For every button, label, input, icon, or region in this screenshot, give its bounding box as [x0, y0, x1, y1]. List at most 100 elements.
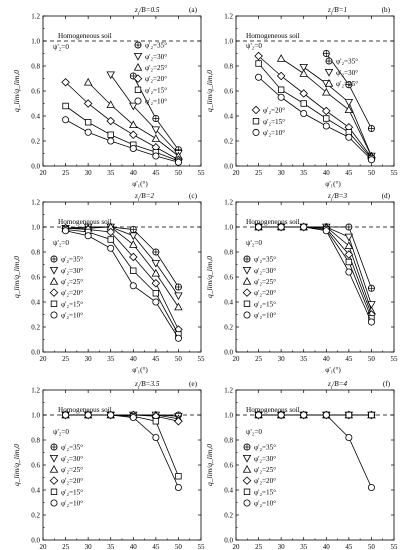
legend-label: φ'₂=15° [254, 488, 276, 496]
data-point-circle [129, 282, 137, 290]
x-tick-label: 25 [255, 543, 263, 550]
data-point-circle [277, 411, 285, 419]
data-point-circle [84, 232, 92, 240]
legend-label: φ'₂=35° [336, 58, 358, 66]
legend-marker-triangle-down [49, 454, 59, 463]
data-point-circle [255, 223, 263, 231]
series-line [258, 226, 372, 323]
psi2-zero-label: ψ'₂=0 [246, 239, 262, 247]
series-line [258, 63, 372, 159]
y-tick-label: 0.6 [31, 462, 40, 470]
x-tick-label: 50 [368, 543, 376, 550]
data-point-circle [107, 137, 115, 145]
legend-marker-triangle-up [49, 465, 59, 473]
data-point-triangle-up [83, 77, 93, 86]
x-tick-label: 55 [198, 543, 206, 550]
panel-letter: (d) [382, 192, 391, 200]
chart-panel-d: 20 25 30 35 40 45 50 55 0.0 0.2 0.4 0.6 0.8 1.0 1.2 Hom… [205, 192, 398, 374]
legend-marker-crossed-circle [243, 443, 251, 451]
legend-label: φ'₂=30° [61, 267, 83, 275]
legend-marker-triangle-up [242, 465, 252, 473]
x-tick-label: 35 [107, 169, 115, 177]
y-tick-label: 1.2 [224, 199, 233, 207]
data-point-circle [107, 411, 115, 419]
x-tick-label: 45 [345, 355, 353, 363]
data-point-triangle-down [106, 71, 115, 80]
ratio-label: zt/B=1 [327, 6, 347, 17]
y-tick-label: 1.0 [31, 412, 40, 420]
legend-marker-triangle-down [324, 68, 334, 77]
legend-label: φ'₂=35° [145, 42, 167, 50]
y-tick-label: 0.2 [224, 324, 233, 332]
legend-label: φ'₂=20° [61, 289, 83, 297]
homogeneous-soil-label: Homogeneous soil [58, 32, 112, 40]
legend-label: φ'₂=15° [145, 86, 167, 94]
x-tick-label: 20 [233, 355, 241, 363]
legend-marker-crossed-circle [50, 255, 58, 263]
y-tick-label: 0.6 [31, 88, 40, 96]
x-tick-label: 45 [152, 543, 160, 550]
x-tick-label: 50 [175, 169, 183, 177]
series-diamond [254, 51, 376, 162]
series-circle [62, 116, 182, 166]
data-point-circle [129, 144, 137, 152]
series-line [65, 229, 179, 335]
y-tick-label: 0.8 [224, 437, 233, 445]
x-tick-label: 50 [175, 355, 183, 363]
data-point-crossed-circle [367, 125, 375, 133]
data-point-square [323, 115, 330, 122]
x-tick-label: 35 [107, 543, 115, 550]
data-point-crossed-circle [129, 225, 137, 233]
x-tick-label: 50 [368, 169, 376, 177]
data-point-crossed-circle [322, 50, 330, 58]
psi2-zero-label: ψ'₂=0 [246, 42, 262, 50]
data-point-circle [255, 73, 263, 81]
data-point-circle [277, 223, 285, 231]
data-point-circle [152, 298, 160, 306]
legend-label: φ'₂=30° [336, 69, 358, 77]
data-point-circle [277, 93, 285, 101]
y-tick-label: 0.0 [31, 349, 40, 357]
data-point-diamond [129, 252, 138, 262]
y-tick-label: 1.0 [224, 412, 233, 420]
data-point-triangle-down [129, 102, 138, 111]
legend-marker-diamond [251, 105, 261, 115]
legend-marker-square [50, 300, 58, 307]
y-tick-label: 0.0 [31, 163, 40, 171]
data-point-triangle-down [129, 232, 138, 241]
legend-label: φ'₂=10° [254, 500, 276, 508]
series-square [62, 102, 182, 165]
legend-label: φ'₂=35° [254, 256, 276, 264]
x-tick-label: 40 [130, 355, 138, 363]
y-axis-label: q_lim/q_lim,0 [205, 256, 214, 298]
legend-label: φ'₂=35° [61, 444, 83, 452]
legend-label: φ'₂=20° [145, 75, 167, 83]
data-point-diamond [106, 116, 115, 126]
x-tick-label: 55 [198, 355, 206, 363]
legend-label: φ'₂=15° [263, 118, 285, 126]
data-point-diamond [106, 227, 115, 237]
legend-label: φ'₂=25° [336, 80, 358, 88]
data-point-square [62, 102, 69, 110]
panel-letter: (b) [382, 6, 391, 14]
data-point-crossed-circle [152, 248, 160, 256]
data-point-triangle-up [276, 54, 286, 62]
series-crossed-circle [322, 50, 375, 133]
legend-marker-crossed-circle [325, 57, 333, 65]
x-tick-label: 40 [323, 355, 331, 363]
y-tick-label: 0.0 [224, 537, 233, 545]
x-tick-label: 30 [85, 543, 93, 550]
series-line [303, 66, 372, 157]
series-line [258, 76, 372, 161]
x-tick-label: 30 [85, 355, 93, 363]
x-tick-label: 50 [175, 543, 183, 550]
y-tick-label: 0.8 [31, 249, 40, 257]
legend-marker-circle [50, 499, 58, 507]
data-point-circle [367, 483, 375, 491]
data-point-diamond [299, 89, 308, 98]
x-tick-label: 30 [85, 169, 93, 177]
x-tick-label: 55 [391, 543, 399, 550]
y-axis-label: q_lim/q_lim,0 [12, 444, 21, 486]
ratio-label: zt/B=3.5 [134, 380, 160, 391]
data-point-circle [322, 122, 330, 130]
